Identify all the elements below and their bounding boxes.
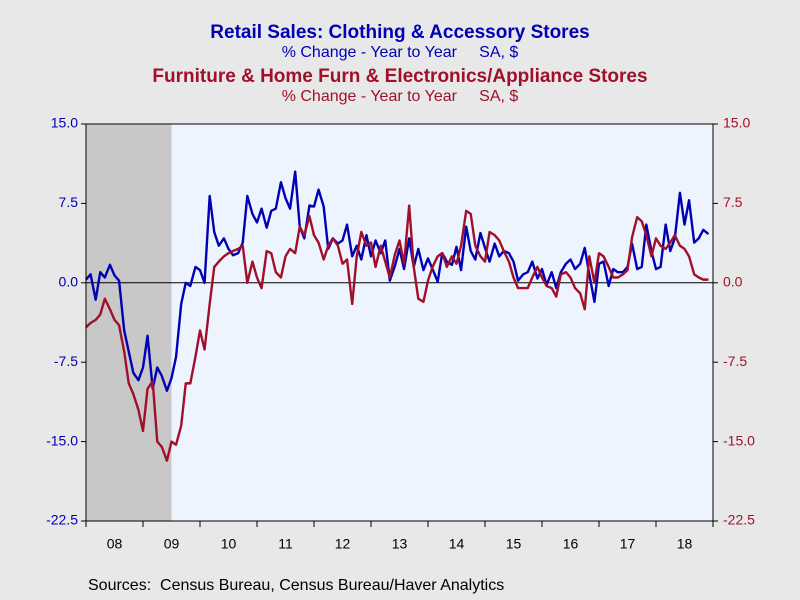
y2-tick-label: -15.0 — [723, 432, 755, 448]
y-tick-label: -7.5 — [54, 353, 78, 369]
series-line — [85, 204, 709, 462]
y-tick-label: -22.5 — [46, 512, 78, 528]
y2-tick-label: 0.0 — [723, 274, 743, 290]
series-line — [85, 170, 710, 392]
x-tick-label: 10 — [221, 536, 237, 552]
chart-subtitle: % Change - Year to Year SA, $ — [282, 44, 519, 61]
x-tick-label: 12 — [335, 536, 351, 552]
y-tick-label: 0.0 — [59, 274, 79, 290]
x-tick-label: 16 — [563, 536, 579, 552]
x-tick-label: 18 — [677, 536, 693, 552]
x-tick-label: 11 — [278, 536, 293, 552]
y-tick-label: -15.0 — [46, 432, 78, 448]
x-tick-label: 14 — [449, 536, 465, 552]
x-tick-label: 17 — [620, 536, 636, 552]
x-tick-label: 15 — [506, 536, 522, 552]
x-tick-label: 09 — [164, 536, 180, 552]
chart-title: Retail Sales: Clothing & Accessory Store… — [210, 22, 589, 43]
x-tick-label: 13 — [392, 536, 408, 552]
source-note: Sources: Census Bureau, Census Bureau/Ha… — [88, 577, 504, 594]
y-tick-label: 7.5 — [59, 194, 79, 210]
y2-tick-label: -7.5 — [723, 353, 747, 369]
y-tick-label: 15.0 — [51, 115, 78, 131]
x-tick-label: 08 — [107, 536, 123, 552]
y2-tick-label: 7.5 — [723, 194, 743, 210]
y2-tick-label: -22.5 — [723, 512, 755, 528]
y2-tick-label: 15.0 — [723, 115, 750, 131]
chart-title-2: Furniture & Home Furn & Electronics/Appl… — [152, 66, 647, 87]
plot-border — [85, 123, 714, 522]
chart-subtitle-2: % Change - Year to Year SA, $ — [282, 88, 519, 105]
recession-shade — [86, 124, 172, 521]
plot-area — [86, 124, 713, 521]
